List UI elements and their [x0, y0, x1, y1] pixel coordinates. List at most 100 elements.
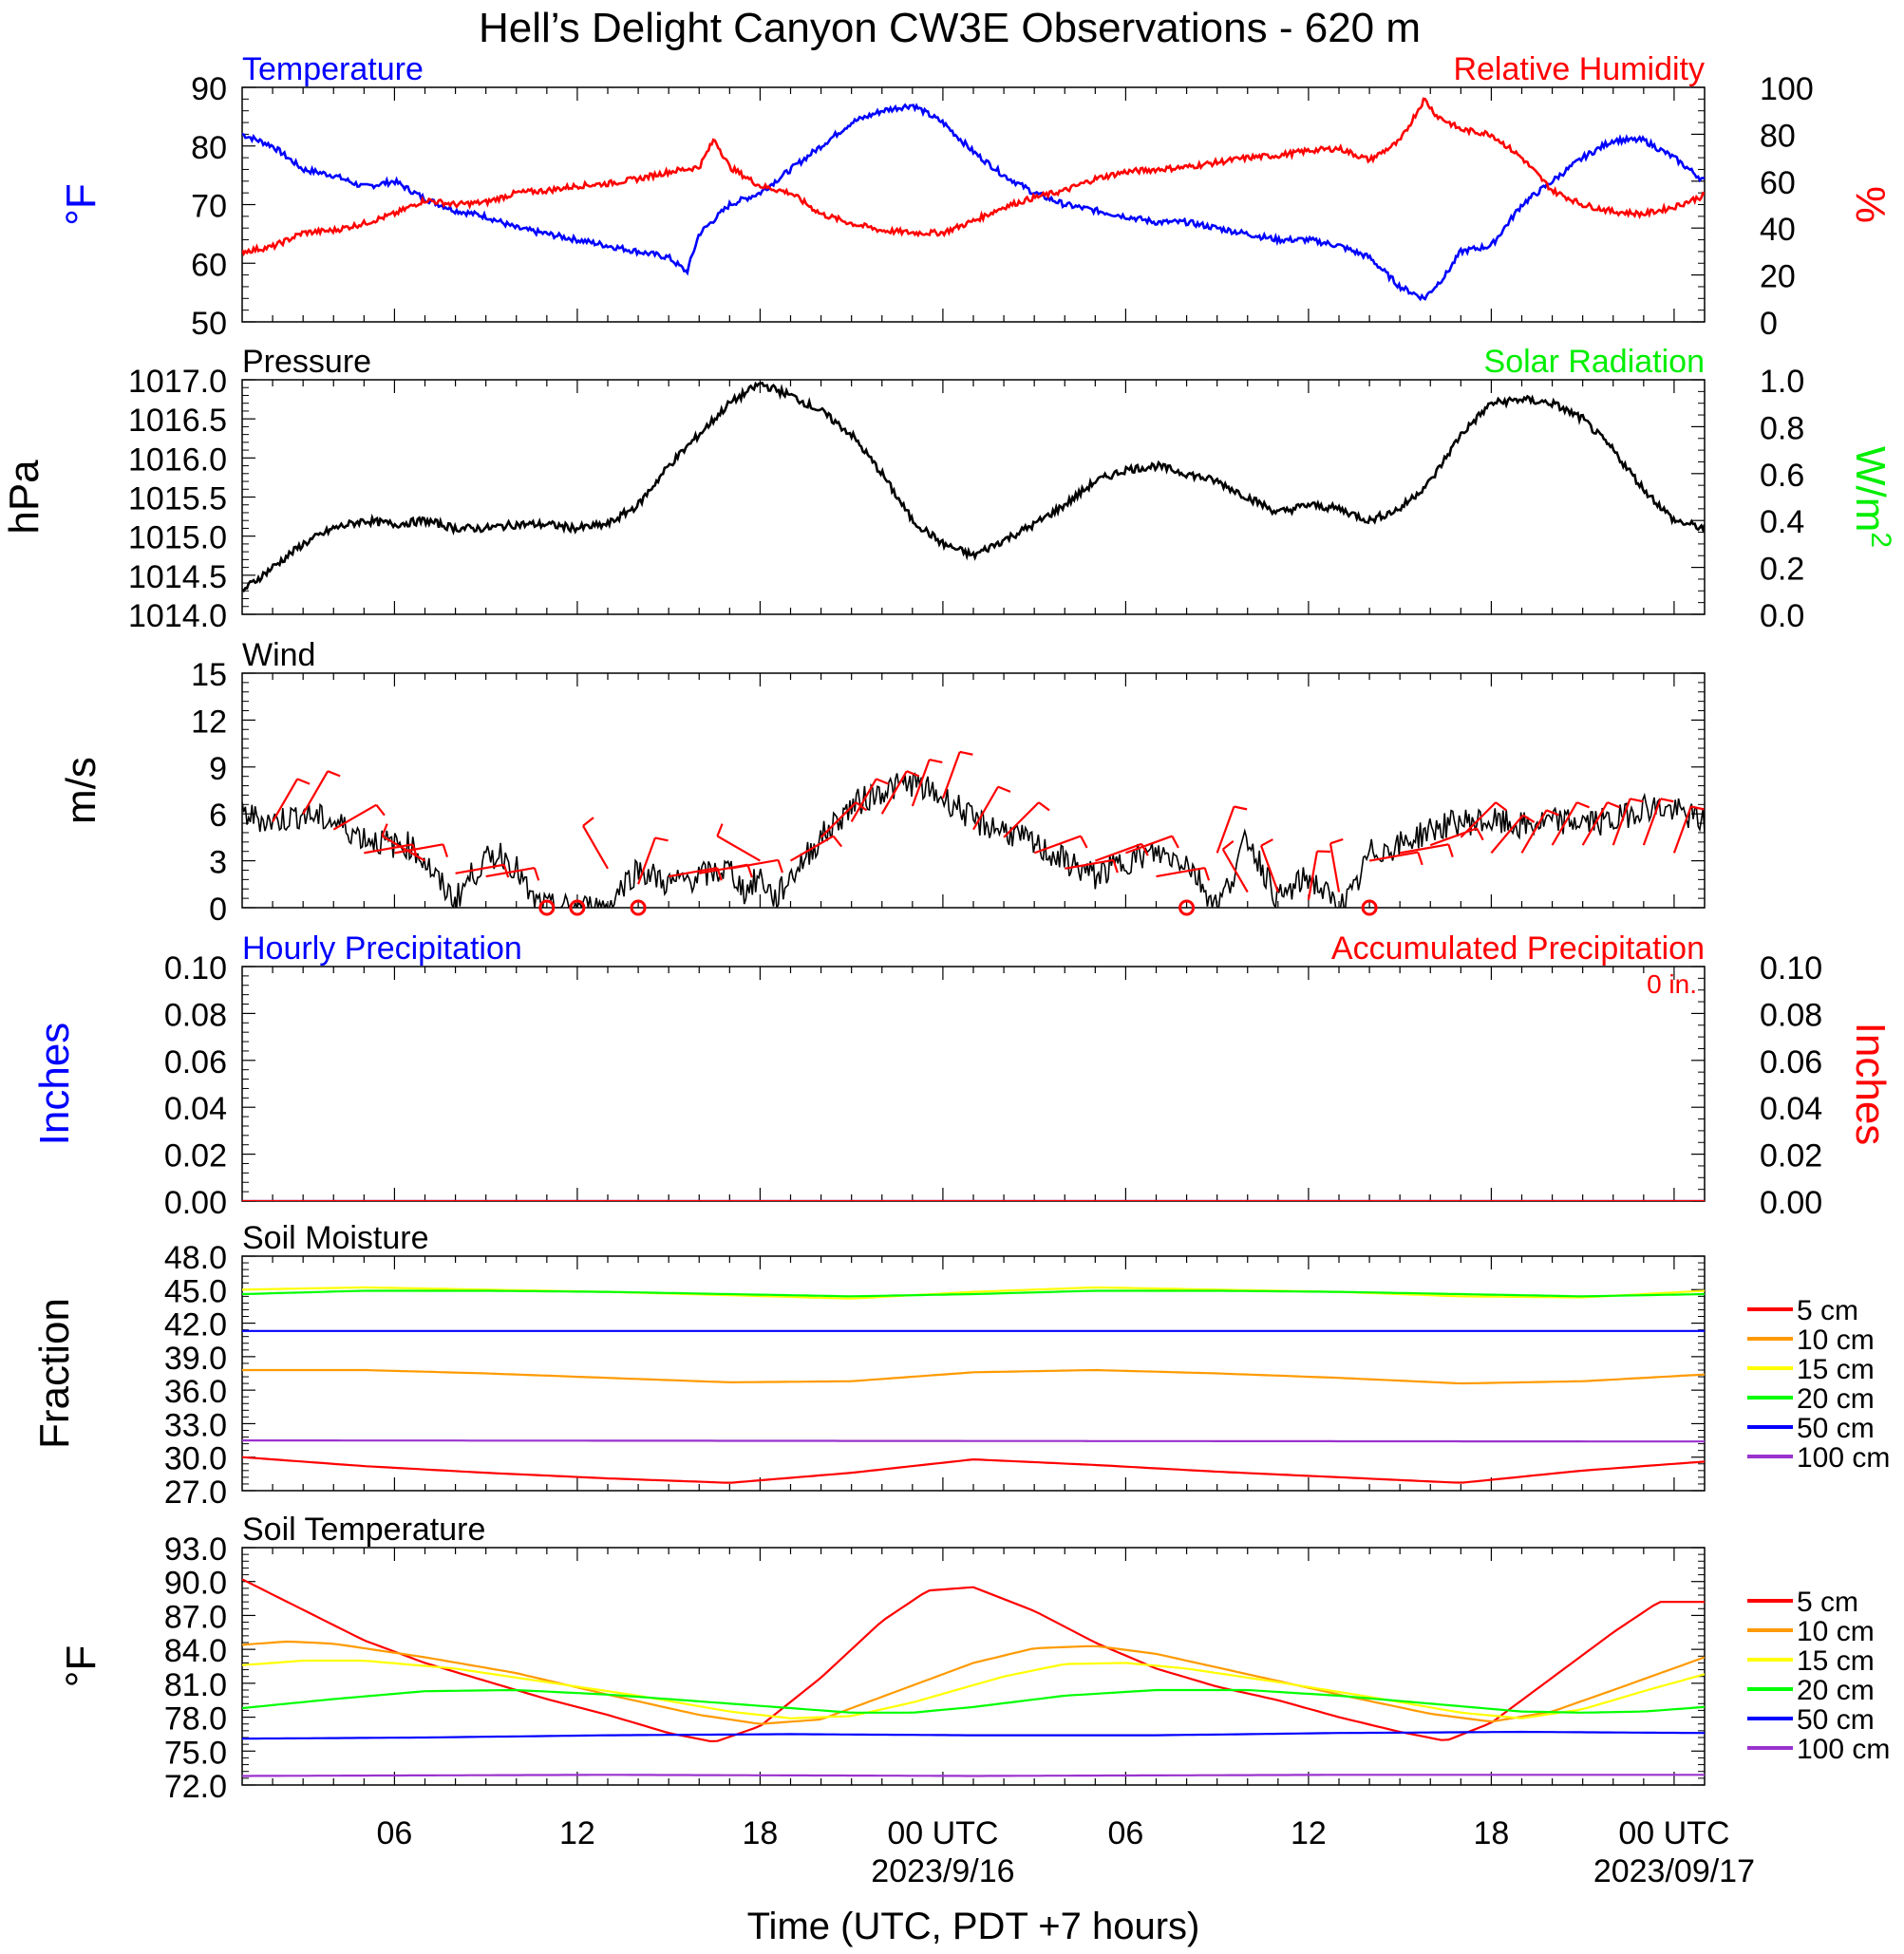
wind-barb-shaft: [1368, 851, 1419, 862]
y-tick-label: 3: [209, 845, 227, 881]
x-tick-label: 18: [743, 1815, 779, 1851]
plot-frame: [241, 379, 1706, 615]
wind-barb-flag: [1417, 852, 1423, 866]
wind-barb-shaft: [1125, 835, 1173, 855]
wind-barb-flag: [1476, 827, 1484, 841]
y-right-tick-label: 0.10: [1760, 950, 1822, 986]
y-tick-label: 87.0: [164, 1599, 227, 1635]
wind-barb-flag: [777, 859, 783, 874]
y-tick-label: 60: [191, 247, 227, 283]
series-15-cm: [242, 1286, 1705, 1300]
y-tick-label: 1016.0: [128, 442, 227, 478]
wind-barb-shaft: [1216, 806, 1235, 854]
wind-barb-shaft: [637, 837, 656, 885]
wind-barb-flag: [1038, 801, 1050, 812]
wind-barb: [716, 823, 761, 862]
y-tick-label: 70: [191, 189, 227, 225]
wind-barb: [1368, 851, 1423, 866]
y-tick-label: 36.0: [164, 1374, 227, 1410]
wind-barb-flag: [1522, 814, 1536, 823]
wind-barb: [1551, 801, 1590, 846]
legend-label: 10 cm: [1797, 1616, 1875, 1647]
series-5-cm: [242, 1456, 1705, 1484]
wind-barb-shaft: [668, 866, 718, 878]
y-tick-label: 48.0: [164, 1240, 227, 1276]
y-tick-label: 6: [209, 798, 227, 834]
legend-label: 10 cm: [1797, 1325, 1875, 1356]
x-tick-label: 18: [1474, 1815, 1510, 1851]
wind-barb: [729, 858, 783, 874]
wind-barb: [941, 750, 973, 799]
wind-barb: [1065, 858, 1119, 874]
wind-barb: [1125, 835, 1179, 855]
y-tick-label: 0.00: [164, 1185, 227, 1221]
y-right-tick-label: 0.08: [1760, 997, 1822, 1033]
wind-barb-shaft: [1156, 866, 1205, 878]
calm-wind-marker: [630, 899, 647, 916]
y-right-tick-label: 0.2: [1760, 552, 1804, 588]
x-tick-label: 06: [377, 1815, 413, 1851]
wind-barb-shaft: [1399, 843, 1449, 855]
y-tick-label: 1016.5: [128, 403, 227, 439]
wind-barb-shaft: [1612, 798, 1631, 846]
wind-barb-shaft: [302, 770, 330, 815]
series-10-cm: [242, 1368, 1705, 1385]
wind-barb-shaft: [1460, 801, 1497, 838]
wind-barb-flag: [327, 770, 341, 778]
wind-barb-flag: [746, 864, 753, 878]
panel-title-right: Solar Radiation: [1484, 344, 1705, 380]
wind-barb-flag: [1171, 836, 1179, 849]
wind-barb-shaft: [364, 843, 413, 855]
series-15-cm: [242, 1659, 1705, 1719]
y-tick-label: 0.10: [164, 950, 227, 986]
wind-barb-flag: [1660, 798, 1674, 803]
wind-barb-flag: [1690, 805, 1705, 811]
panel-title-left: Temperature: [242, 51, 424, 87]
x-tick-label: 12: [559, 1815, 595, 1851]
wind-barb: [880, 770, 920, 815]
y-axis-label-left: Inches: [31, 1023, 78, 1146]
wind-barb-flag: [1112, 859, 1119, 874]
wind-barb-shaft: [455, 863, 504, 874]
y-tick-label: 80: [191, 130, 227, 166]
wind-barb: [1399, 843, 1454, 857]
wind-barb: [789, 835, 843, 862]
plot-area: [242, 1286, 1705, 1484]
y-right-tick-label: 60: [1760, 165, 1796, 201]
y-axis-label-left: °F: [58, 183, 104, 225]
figure-title: Hell’s Delight Canyon CW3E Observations …: [479, 5, 1421, 51]
y-right-tick-label: 0.00: [1760, 1185, 1822, 1221]
wind-barb: [1260, 838, 1279, 892]
wind-barb-shaft: [485, 866, 536, 878]
y-tick-label: 33.0: [164, 1407, 227, 1443]
panel-temperature: 50 60 70 80 90 0 20 40 60 80 100 Temperature Relativ…: [58, 51, 1894, 342]
wind-barb-flag: [654, 836, 669, 842]
y-tick-label: 93.0: [164, 1531, 227, 1568]
plot-area: [242, 1578, 1705, 1777]
wind-barb-shaft: [1520, 809, 1548, 854]
y-tick-label: 27.0: [164, 1475, 227, 1511]
calm-wind-marker: [1178, 899, 1196, 916]
legend-label: 100 cm: [1797, 1442, 1890, 1474]
series-relative-humidity: [242, 97, 1705, 256]
y-tick-label: 50: [191, 306, 227, 342]
y-right-tick-label: 0.06: [1760, 1044, 1822, 1080]
wind-barb-shaft: [850, 778, 877, 822]
wind-barb: [1642, 798, 1674, 846]
wind-barb-shaft: [1429, 827, 1478, 847]
y-right-tick-label: 0.6: [1760, 458, 1804, 494]
legend-label: 20 cm: [1797, 1383, 1875, 1415]
legend-label: 5 cm: [1797, 1587, 1858, 1618]
wind-barb-flag: [1329, 837, 1344, 845]
wind-barb-shaft: [972, 786, 999, 831]
y-tick-label: 0: [209, 892, 227, 928]
wind-barb: [911, 759, 943, 807]
series-20-cm: [242, 1688, 1705, 1714]
wind-barb: [1307, 850, 1330, 900]
wind-barb-shaft: [1033, 835, 1082, 855]
wind-barb: [1216, 805, 1248, 854]
wind-barb-shaft: [272, 778, 299, 822]
wind-barb-shaft: [381, 835, 426, 862]
y-tick-label: 15: [191, 657, 227, 693]
